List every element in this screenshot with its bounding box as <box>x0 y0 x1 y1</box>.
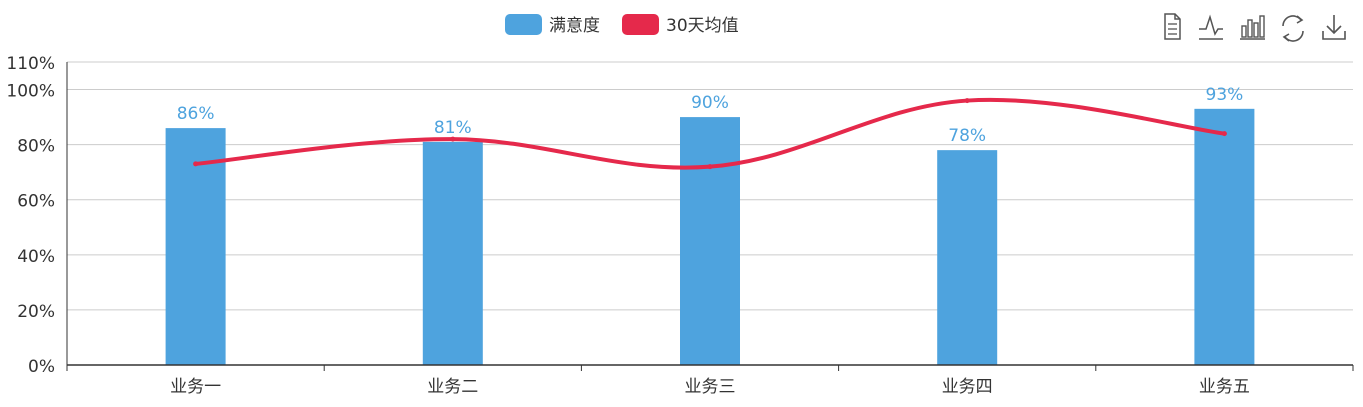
y-tick-label: 20% <box>17 302 55 322</box>
bar <box>422 141 483 365</box>
bar-data-label: 86% <box>177 104 215 124</box>
y-tick-label: 110% <box>6 54 55 74</box>
line-series <box>193 97 1227 170</box>
x-tick-label: 业务五 <box>1199 377 1250 397</box>
y-tick-label: 80% <box>17 137 55 157</box>
bar-chart-icon[interactable] <box>1238 12 1266 42</box>
x-tick-label: 业务二 <box>427 377 478 397</box>
bar <box>1194 108 1255 365</box>
bar-data-label: 78% <box>948 126 986 146</box>
bar-data-label: 81% <box>434 118 472 138</box>
legend-label: 30天均值 <box>666 16 739 36</box>
x-tick-label: 业务三 <box>685 377 736 397</box>
legend: 满意度 30天均值 <box>505 14 739 36</box>
bar-data-label: 90% <box>691 93 729 113</box>
data-labels: 86% 81% 90% 78% 93% <box>177 85 1244 146</box>
bar-series <box>165 108 1255 365</box>
line-point <box>193 161 199 167</box>
line-point <box>1221 131 1227 137</box>
y-tick-label: 60% <box>17 192 55 212</box>
data-view-icon[interactable] <box>1158 12 1186 42</box>
y-tick-label: 0% <box>28 357 55 377</box>
legend-label: 满意度 <box>549 16 600 36</box>
line-point <box>450 136 456 142</box>
bar <box>165 128 226 365</box>
restore-icon[interactable] <box>1279 12 1307 42</box>
line-point <box>707 164 713 170</box>
axes: 0% 20% 40% 60% 80% 100% 110% 业务一 业务二 业务三 业务四 业务五 <box>6 54 1354 397</box>
x-tick-label: 业务四 <box>942 377 993 397</box>
x-tick-label: 业务一 <box>170 377 221 397</box>
bar <box>937 150 998 365</box>
line-point <box>964 98 970 104</box>
line-chart-icon[interactable] <box>1197 12 1225 42</box>
legend-item-30day-avg[interactable]: 30天均值 <box>622 14 739 36</box>
bar <box>680 117 740 365</box>
y-tick-label: 40% <box>17 247 55 267</box>
download-icon[interactable] <box>1320 12 1348 42</box>
toolbox <box>1158 12 1348 42</box>
legend-swatch <box>622 14 659 35</box>
y-tick-label: 100% <box>6 82 55 102</box>
legend-swatch <box>505 14 542 35</box>
bar-data-label: 93% <box>1206 85 1244 105</box>
legend-item-satisfaction[interactable]: 满意度 <box>505 14 600 36</box>
